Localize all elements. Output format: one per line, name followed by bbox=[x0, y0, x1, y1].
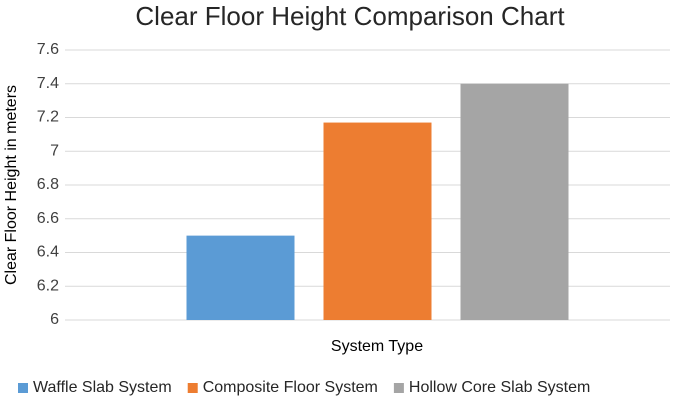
y-tick-label: 7.6 bbox=[37, 41, 59, 58]
y-tick-label: 6.4 bbox=[37, 244, 59, 261]
legend-swatch bbox=[393, 383, 404, 393]
y-tick-label: 7.4 bbox=[37, 75, 59, 92]
y-axis-title: Clear Floor Height in meters bbox=[3, 85, 20, 285]
y-tick-label: 6 bbox=[50, 311, 59, 328]
y-tick-label: 7 bbox=[50, 142, 59, 159]
y-tick-label: 6.6 bbox=[37, 210, 59, 227]
bar bbox=[460, 83, 569, 320]
bar bbox=[323, 122, 432, 320]
chart-title: Clear Floor Height Comparison Chart bbox=[135, 1, 565, 31]
legend-swatch bbox=[187, 383, 198, 393]
legend-label: Composite Floor System bbox=[203, 379, 378, 396]
legend-label: Hollow Core Slab System bbox=[409, 379, 590, 396]
y-tick-label: 7.2 bbox=[37, 109, 59, 126]
legend-swatch bbox=[18, 383, 28, 393]
y-tick-label: 6.2 bbox=[37, 277, 59, 294]
bar bbox=[186, 235, 295, 320]
y-tick-label: 6.8 bbox=[37, 176, 59, 193]
x-axis-title: System Type bbox=[331, 338, 423, 355]
legend-label: Waffle Slab System bbox=[33, 379, 172, 396]
